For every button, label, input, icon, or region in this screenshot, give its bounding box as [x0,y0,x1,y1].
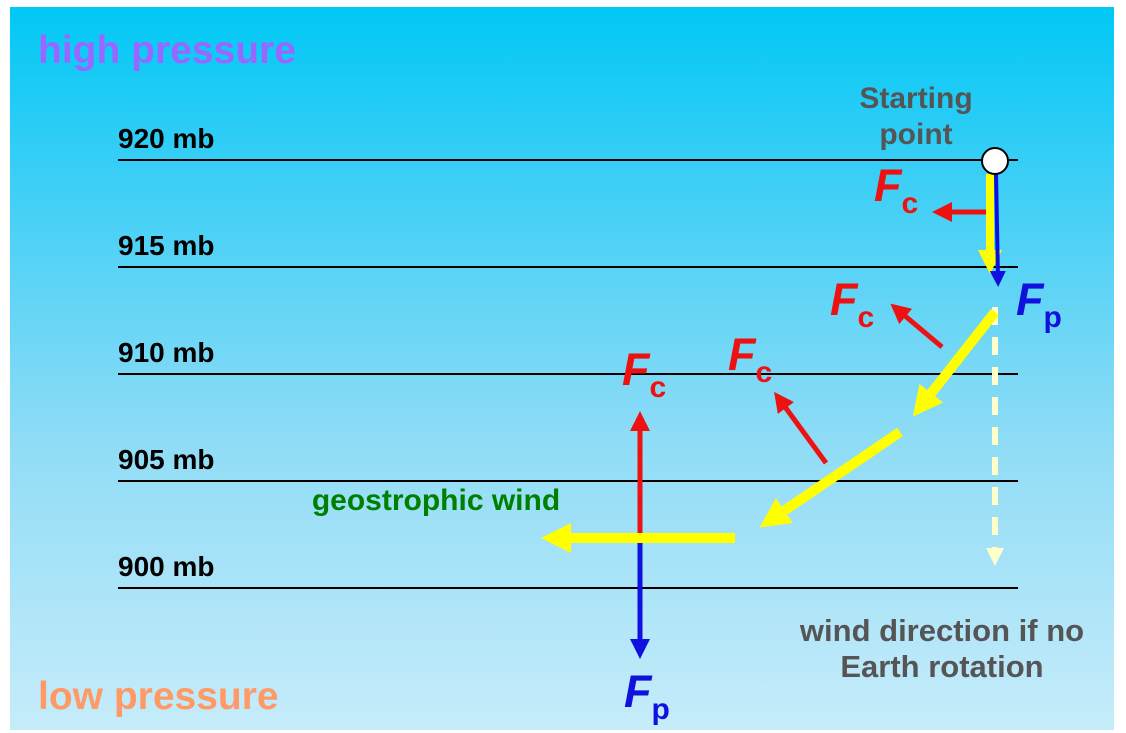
pressure-gradient-arrow-start [989,173,1006,287]
force-symbol: F [622,344,650,395]
force-symbol: F [874,160,902,211]
high-pressure-label: high pressure [38,29,296,72]
wind-path-segment-3 [759,427,903,528]
force-symbol: F [1016,274,1044,325]
force-subscript: p [1043,301,1062,334]
isobar-label-910: 910 mb [118,337,215,368]
coriolis-force-label-2: Fc [830,277,874,340]
force-subscript: c [649,371,667,404]
starting-point-label: Starting point [859,82,973,151]
geostrophic-wind-label: geostrophic wind [311,484,561,517]
coriolis-arrow-3 [774,391,829,465]
force-symbol: F [728,329,756,380]
coriolis-force-label-1: Fc [874,163,918,226]
force-subscript: c [755,356,773,389]
force-symbol: F [830,274,858,325]
no-rotation-wind-label: wind direction if no Earth rotation [799,613,1085,684]
coriolis-force-label-geostrophic: Fc [622,347,666,410]
isobar-label-905: 905 mb [118,444,215,475]
low-pressure-label: low pressure [38,675,279,718]
force-subscript: c [901,187,919,220]
pressure-force-label-geostrophic: Fp [624,669,670,732]
force-subscript: c [857,301,875,334]
coriolis-force-label-3: Fc [728,332,772,395]
diagram-canvas: high pressure low pressure 920 mb 915 mb… [10,7,1114,730]
isobar-label-915: 915 mb [118,230,215,261]
isobar-label-900: 900 mb [118,551,215,582]
force-subscript: p [651,693,670,726]
coriolis-arrow-2 [890,303,944,349]
pressure-force-label-start: Fp [1016,277,1062,340]
starting-point-marker [981,147,1009,175]
isobar-label-920: 920 mb [118,123,215,154]
force-symbol: F [624,666,652,717]
wind-path-segment-2 [912,308,999,417]
diagram-graphics [118,147,1018,659]
